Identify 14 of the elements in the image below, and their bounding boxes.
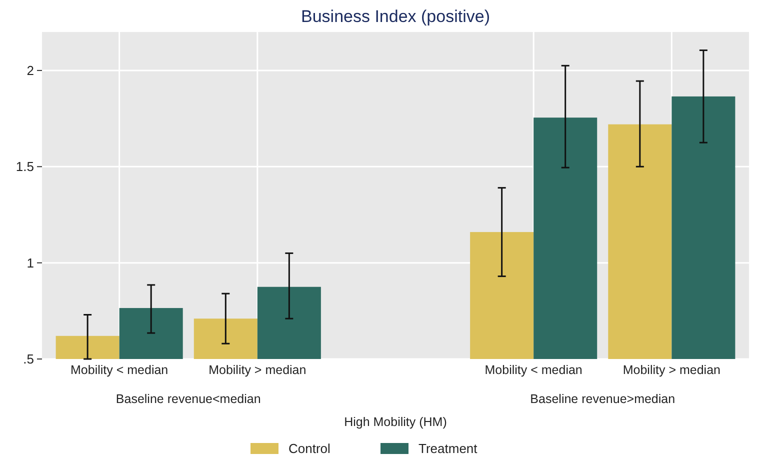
y-tick-label: 1	[26, 255, 34, 270]
chart-title: Business Index (positive)	[301, 7, 490, 26]
x-tick-label: Mobility > median	[208, 363, 306, 377]
legend-label: Treatment	[418, 441, 478, 456]
x-tick-label: Mobility > median	[622, 363, 721, 377]
y-tick-label: 2	[26, 63, 34, 78]
text: Baseline revenue<median	[116, 392, 261, 406]
text: Baseline revenue>median	[530, 392, 676, 406]
y-tick-label: .5	[23, 352, 34, 367]
x-tick-label: Mobility < median	[484, 363, 582, 377]
legend-label: Control	[288, 441, 331, 456]
y-tick-label: 1.5	[16, 159, 34, 174]
x-axis-title: High Mobility (HM)	[344, 415, 447, 429]
x-tick-label: Mobility < median	[70, 363, 168, 377]
